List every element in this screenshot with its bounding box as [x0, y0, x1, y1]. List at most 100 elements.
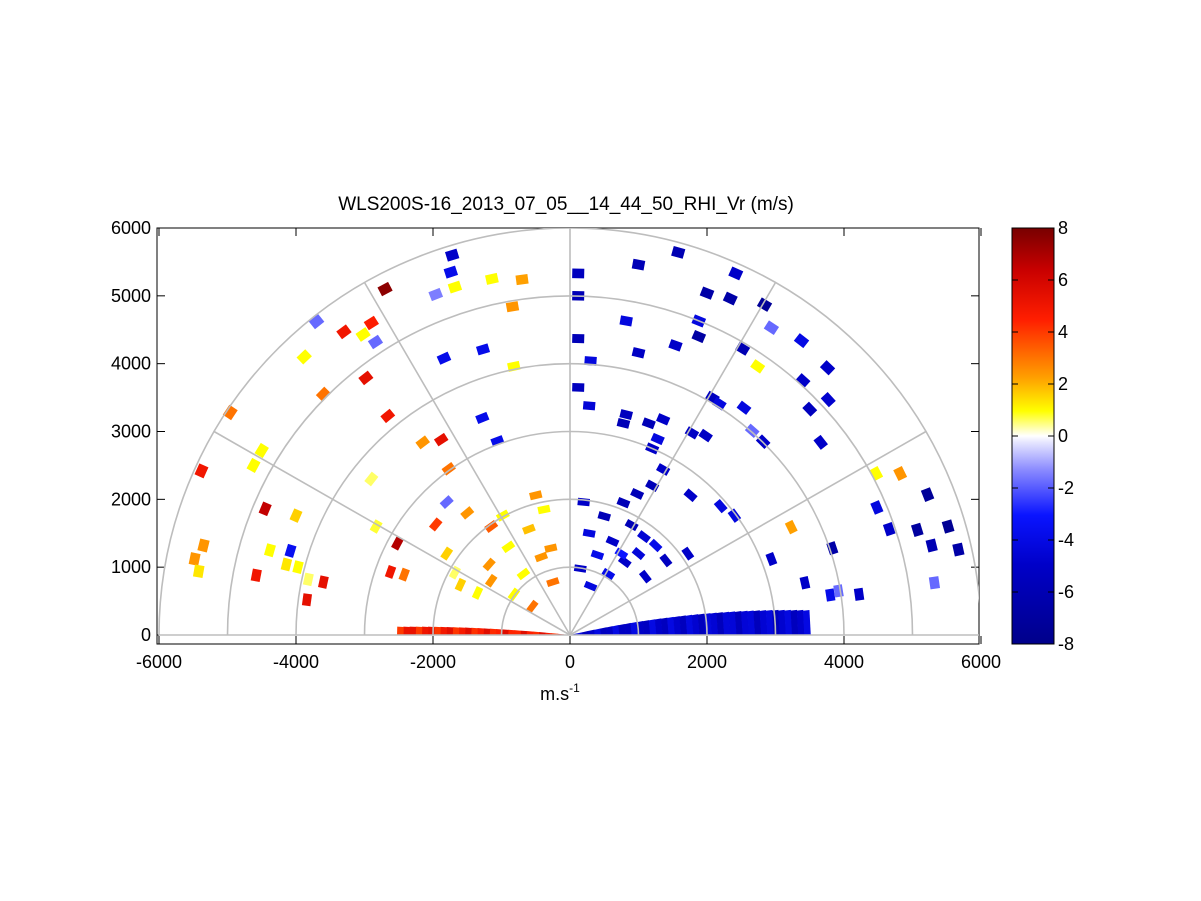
dense-gate-west — [421, 626, 429, 635]
dense-gate-east — [796, 609, 805, 635]
velocity-gate — [869, 466, 884, 482]
velocity-gate — [925, 538, 938, 553]
dense-gate-west — [483, 628, 491, 635]
velocity-gate — [544, 543, 558, 553]
dense-gate-east — [716, 612, 725, 635]
velocity-gate — [263, 543, 276, 558]
velocity-gate — [475, 411, 490, 425]
velocity-gate — [433, 432, 449, 447]
dense-gate-west — [508, 629, 515, 635]
dense-gate-east — [673, 616, 682, 635]
velocity-gate — [616, 497, 631, 509]
velocity-gate — [355, 327, 371, 342]
velocity-gate — [377, 281, 393, 297]
velocity-gate — [369, 519, 383, 534]
velocity-gate — [289, 508, 303, 523]
velocity-gate — [441, 462, 456, 476]
dense-gate-east — [778, 609, 787, 635]
dense-gate-east — [747, 610, 756, 635]
colorbar-tick-label: 4 — [1058, 322, 1068, 342]
dense-gate-east — [588, 629, 596, 635]
velocity-gate — [428, 517, 443, 532]
colorbar-tick-label: -4 — [1058, 530, 1074, 550]
velocity-gate — [460, 506, 475, 520]
velocity-gate — [485, 272, 499, 285]
velocity-gate — [246, 457, 261, 473]
velocity-gate — [756, 297, 773, 312]
velocity-gate — [363, 315, 379, 331]
velocity-gate — [659, 553, 673, 568]
velocity-gate — [315, 386, 331, 402]
dense-gate-east — [741, 610, 750, 635]
polar-grid — [158, 228, 979, 636]
x-tick-label: 2000 — [687, 652, 727, 672]
velocity-gate — [648, 538, 663, 553]
velocity-gate — [656, 413, 671, 426]
velocity-gate — [308, 313, 325, 330]
velocity-gate — [516, 567, 531, 581]
dense-gate-east — [582, 630, 589, 635]
dense-gate-east — [600, 627, 608, 635]
colorbar — [1011, 227, 1055, 645]
velocity-gate — [254, 442, 269, 459]
velocity-gate — [398, 567, 410, 582]
velocity-gate — [853, 587, 865, 601]
elevation-spoke — [569, 430, 927, 636]
velocity-gate — [364, 471, 379, 487]
velocity-gate — [537, 504, 551, 515]
colorbar-tick-label: 8 — [1058, 218, 1068, 238]
velocity-gate — [336, 324, 352, 340]
y-tick-label: 2000 — [111, 489, 151, 509]
velocity-gate — [443, 265, 459, 279]
dense-gate-west — [440, 626, 447, 635]
velocity-gate — [522, 523, 536, 535]
velocity-gate — [590, 549, 605, 561]
velocity-gate — [439, 495, 454, 509]
velocity-gate — [711, 396, 727, 411]
dense-gate-east — [734, 611, 743, 635]
velocity-gate — [713, 498, 728, 514]
velocity-gate — [292, 560, 304, 575]
velocity-gate — [616, 417, 631, 429]
dense-gate-west — [471, 627, 478, 635]
velocity-gate — [280, 557, 293, 572]
velocity-gate — [656, 463, 671, 476]
velocity-gate — [641, 417, 656, 430]
velocity-gate — [813, 434, 828, 450]
velocity-gate — [727, 508, 742, 523]
velocity-gate — [750, 359, 766, 374]
colorbar-tick-label: 0 — [1058, 426, 1068, 446]
dense-gate-west — [403, 626, 410, 635]
velocity-gate — [475, 343, 491, 356]
velocity-gate — [572, 382, 585, 392]
elevation-spoke — [213, 430, 571, 636]
dense-gate-east — [612, 625, 620, 635]
colorbar-tick-label: 2 — [1058, 374, 1068, 394]
velocity-gate — [302, 572, 314, 587]
velocity-gate — [920, 487, 935, 502]
axes-frame — [156, 227, 980, 645]
velocity-gate — [448, 565, 461, 580]
velocity-gate — [384, 564, 397, 579]
velocity-gate — [624, 519, 639, 532]
velocity-gate — [619, 409, 633, 421]
velocity-gate — [825, 588, 836, 602]
velocity-gate — [910, 522, 924, 537]
dense-gate-west — [532, 631, 540, 635]
velocity-gate — [194, 463, 209, 479]
elevation-spoke — [569, 282, 777, 636]
velocity-gate — [722, 291, 738, 306]
dense-gate-east — [618, 623, 626, 635]
velocity-gate — [484, 573, 498, 588]
velocity-gate — [614, 547, 629, 560]
x-tick-labels: -6000 -4000 -2000 0 2000 4000 6000 — [136, 652, 1001, 672]
velocity-gate — [691, 329, 707, 344]
velocity-gate — [826, 541, 839, 556]
velocity-gate — [454, 577, 467, 592]
velocity-gate — [638, 569, 652, 584]
elevation-spoke — [363, 282, 571, 636]
velocity-gate — [799, 576, 811, 590]
colorbar-tick-label: -8 — [1058, 634, 1074, 654]
dense-gate-east — [630, 621, 639, 635]
velocity-gate — [258, 501, 272, 517]
